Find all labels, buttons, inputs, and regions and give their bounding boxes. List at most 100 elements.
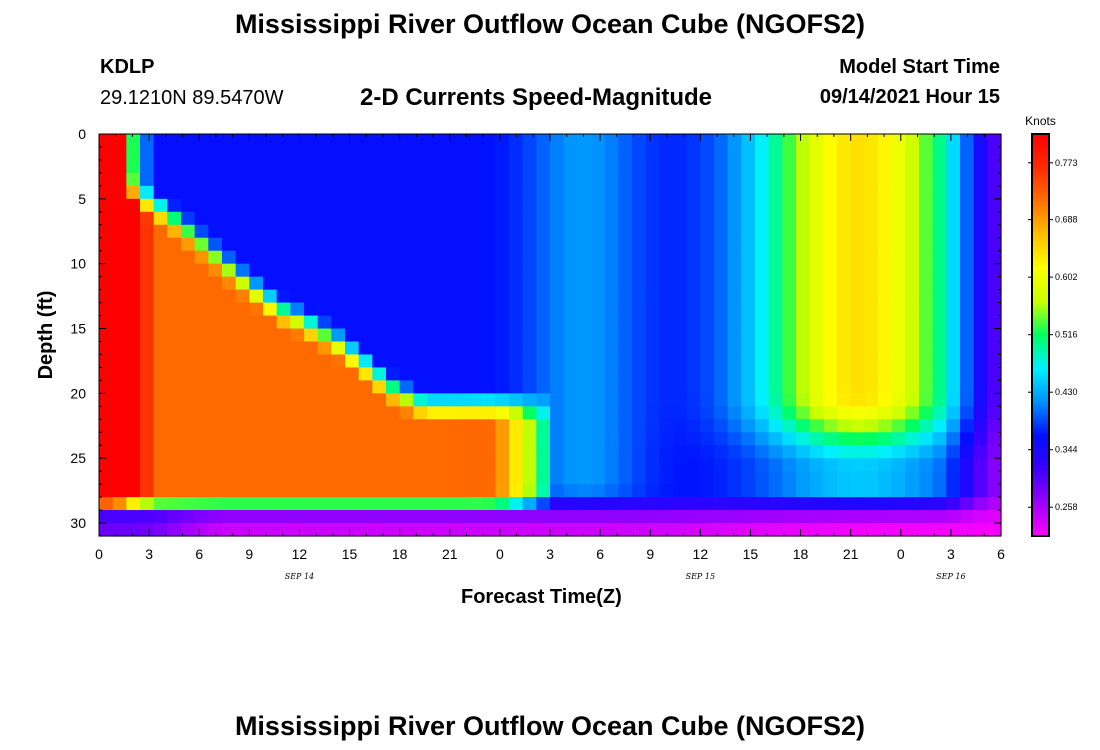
heatmap-cell	[372, 393, 387, 407]
heatmap-cell	[864, 159, 879, 174]
heatmap-cell	[659, 134, 674, 148]
heatmap-cell	[796, 224, 811, 239]
heatmap-cell	[126, 393, 141, 407]
heatmap-cell	[181, 302, 196, 317]
heatmap-cell	[153, 250, 168, 265]
heatmap-cell	[399, 523, 414, 537]
heatmap-cell	[686, 172, 701, 187]
heatmap-cell	[427, 419, 442, 433]
heatmap-cell	[235, 263, 250, 278]
heatmap-cell	[741, 185, 756, 200]
heatmap-cell	[509, 159, 524, 174]
heatmap-cell	[536, 471, 551, 485]
heatmap-cell	[946, 134, 961, 148]
heatmap-cell	[495, 211, 510, 226]
heatmap-cell	[563, 250, 578, 265]
heatmap-cell	[673, 250, 688, 265]
heatmap-cell	[768, 419, 783, 433]
heatmap-cell	[946, 484, 961, 498]
date-label: SEP 16	[936, 572, 965, 581]
heatmap-cell	[536, 172, 551, 187]
product-title: 2-D Currents Speed-Magnitude	[360, 84, 713, 111]
heatmap-cell	[645, 445, 660, 459]
heatmap-cell	[358, 380, 373, 394]
heatmap-cell	[714, 328, 729, 343]
heatmap-cell	[727, 185, 742, 200]
heatmap-cell	[427, 523, 442, 537]
heatmap-cell	[768, 172, 783, 187]
heatmap-cell	[263, 354, 278, 369]
heatmap-cell	[727, 328, 742, 343]
heatmap-cell	[700, 198, 715, 213]
heatmap-cell	[659, 237, 674, 252]
heatmap-cell	[618, 289, 633, 304]
heatmap-cell	[946, 445, 961, 459]
heatmap-cell	[645, 393, 660, 407]
heatmap-cell	[194, 497, 209, 511]
heatmap-cell	[372, 367, 387, 381]
heatmap-cell	[837, 159, 852, 174]
heatmap-cell	[468, 497, 483, 511]
heatmap-cell	[413, 341, 428, 356]
heatmap-cell	[317, 484, 332, 498]
heatmap-cell	[823, 341, 838, 356]
heatmap-cell	[755, 380, 770, 394]
heatmap-cell	[973, 250, 988, 265]
heatmap-cell	[509, 224, 524, 239]
heatmap-cell	[823, 458, 838, 472]
heatmap-cell	[727, 497, 742, 511]
heatmap-cell	[372, 497, 387, 511]
heatmap-cell	[481, 419, 496, 433]
heatmap-cell	[468, 380, 483, 394]
heatmap-cell	[276, 185, 291, 200]
heatmap-cell	[181, 458, 196, 472]
heatmap-cell	[686, 354, 701, 369]
heatmap-cell	[427, 146, 442, 161]
heatmap-cell	[768, 146, 783, 161]
heatmap-cell	[700, 510, 715, 524]
heatmap-cell	[522, 419, 537, 433]
heatmap-cell	[741, 172, 756, 187]
heatmap-cell	[796, 289, 811, 304]
heatmap-cell	[509, 523, 524, 537]
heatmap-cell	[440, 328, 455, 343]
heatmap-cell	[878, 250, 893, 265]
heatmap-cell	[782, 432, 797, 446]
heatmap-cell	[823, 250, 838, 265]
heatmap-cell	[714, 445, 729, 459]
heatmap-cell	[304, 406, 319, 420]
heatmap-cell	[850, 497, 865, 511]
heatmap-cell	[194, 134, 209, 148]
heatmap-cell	[823, 211, 838, 226]
heatmap-cell	[454, 497, 469, 511]
heatmap-cell	[317, 263, 332, 278]
heatmap-cell	[741, 523, 756, 537]
heatmap-cell	[481, 237, 496, 252]
heatmap-cell	[755, 406, 770, 420]
heatmap-cell	[577, 510, 592, 524]
heatmap-cell	[317, 237, 332, 252]
page-title: Mississippi River Outflow Ocean Cube (NG…	[234, 9, 866, 39]
heatmap-cell	[823, 224, 838, 239]
heatmap-cell	[386, 406, 401, 420]
heatmap-cell	[276, 224, 291, 239]
heatmap-cell	[181, 172, 196, 187]
heatmap-cell	[891, 523, 906, 537]
heatmap-cell	[427, 497, 442, 511]
heatmap-cell	[686, 510, 701, 524]
heatmap-cell	[427, 211, 442, 226]
heatmap-cell	[809, 523, 824, 537]
heatmap-cell	[304, 432, 319, 446]
heatmap-cell	[208, 185, 223, 200]
heatmap-cell	[864, 458, 879, 472]
heatmap-cell	[263, 224, 278, 239]
heatmap-cell	[973, 484, 988, 498]
heatmap-cell	[140, 263, 155, 278]
heatmap-cell	[768, 198, 783, 213]
heatmap-cell	[878, 159, 893, 174]
heatmap-cell	[809, 419, 824, 433]
heatmap-cell	[591, 185, 606, 200]
heatmap-cell	[495, 134, 510, 148]
heatmap-cell	[604, 289, 619, 304]
heatmap-cell	[522, 380, 537, 394]
